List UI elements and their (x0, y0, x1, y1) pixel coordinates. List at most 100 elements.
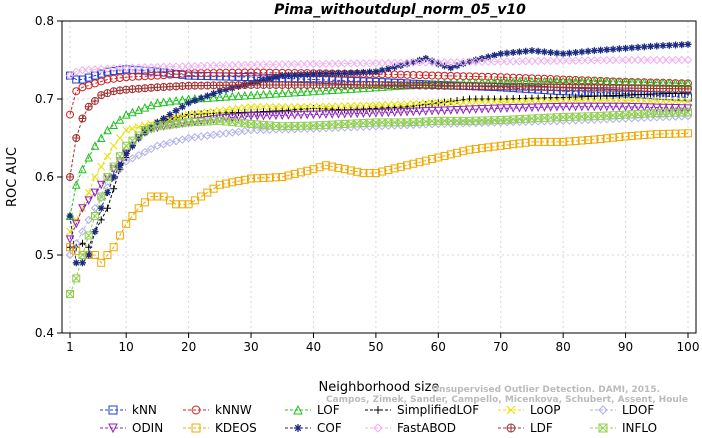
data-point (465, 105, 474, 115)
legend-item-lof: LOF (285, 403, 340, 417)
series-fastabod (65, 55, 693, 80)
data-point (284, 111, 293, 120)
data-point (259, 89, 268, 99)
data-point (409, 58, 417, 66)
data-point (665, 97, 674, 105)
data-point (252, 90, 262, 99)
data-point (446, 150, 455, 159)
data-point (396, 58, 406, 68)
data-point (303, 59, 312, 69)
data-point (665, 129, 674, 138)
data-point (259, 102, 268, 111)
data-point (466, 95, 474, 103)
data-point (260, 108, 268, 116)
data-point (209, 61, 218, 70)
data-point (215, 129, 225, 139)
data-point (159, 97, 168, 107)
data-point (103, 251, 112, 259)
data-point (171, 136, 181, 146)
data-point (265, 102, 274, 111)
data-point (121, 63, 131, 73)
data-point (235, 109, 243, 117)
x-tick-label: 30 (243, 340, 258, 354)
data-point (134, 72, 143, 81)
data-point (259, 68, 268, 77)
data-point (377, 108, 387, 118)
data-point (153, 141, 162, 151)
data-point (78, 75, 87, 84)
data-point (84, 152, 94, 162)
data-point (240, 175, 249, 184)
data-point (384, 100, 393, 109)
data-point (415, 58, 424, 67)
data-point (90, 65, 100, 74)
data-point (484, 57, 493, 66)
data-point (247, 102, 255, 111)
data-point (390, 81, 399, 91)
data-point (502, 141, 511, 150)
data-point (109, 141, 118, 150)
data-point (584, 47, 592, 55)
data-point (506, 423, 516, 433)
data-point (334, 69, 342, 77)
data-point (416, 56, 424, 64)
data-point (72, 259, 80, 267)
data-point (103, 152, 112, 161)
data-point (546, 56, 555, 66)
data-point (677, 129, 686, 138)
data-point (78, 259, 86, 267)
data-point (640, 43, 648, 51)
data-point (403, 60, 411, 68)
data-point (103, 173, 112, 181)
data-point (659, 129, 668, 138)
data-point (171, 95, 181, 105)
data-point (190, 109, 199, 118)
data-point (465, 57, 474, 67)
data-point (421, 58, 431, 67)
data-point (553, 94, 561, 102)
data-point (240, 68, 249, 77)
data-point (603, 46, 611, 54)
x-tick-label: 10 (119, 340, 134, 354)
data-point (284, 171, 293, 180)
data-point (533, 56, 543, 66)
data-point (447, 64, 455, 72)
data-point (334, 106, 342, 114)
data-point (216, 87, 224, 95)
data-point (91, 173, 99, 181)
data-point (403, 70, 412, 79)
legend-label: INFLO (622, 421, 657, 434)
data-point (603, 92, 611, 100)
data-point (172, 107, 180, 115)
legend-item-cof: COF (285, 421, 342, 435)
y-tick-label: 0.6 (35, 170, 54, 184)
legend-label: kNNW (215, 403, 252, 417)
data-point (396, 70, 405, 79)
data-point (515, 97, 524, 105)
data-point (128, 212, 137, 220)
data-point (103, 64, 112, 73)
data-point (122, 73, 131, 82)
data-point (296, 110, 306, 120)
series-line (69, 100, 688, 232)
data-point (646, 130, 655, 139)
data-point (309, 70, 317, 78)
data-point (496, 141, 505, 150)
data-point (103, 75, 112, 84)
data-point (278, 173, 287, 181)
data-point (578, 93, 586, 101)
data-point (315, 110, 325, 120)
data-point (72, 274, 81, 283)
data-point (234, 104, 243, 113)
data-point (602, 56, 612, 65)
data-point (153, 62, 162, 72)
data-point (639, 103, 649, 112)
x-tick-label: 70 (493, 340, 508, 354)
data-point (415, 71, 424, 80)
data-point (608, 102, 618, 112)
legend-item-simplifiedlof: SimplifiedLOF (365, 403, 479, 417)
data-point (633, 103, 643, 112)
data-point (134, 204, 143, 213)
data-point (671, 129, 680, 138)
